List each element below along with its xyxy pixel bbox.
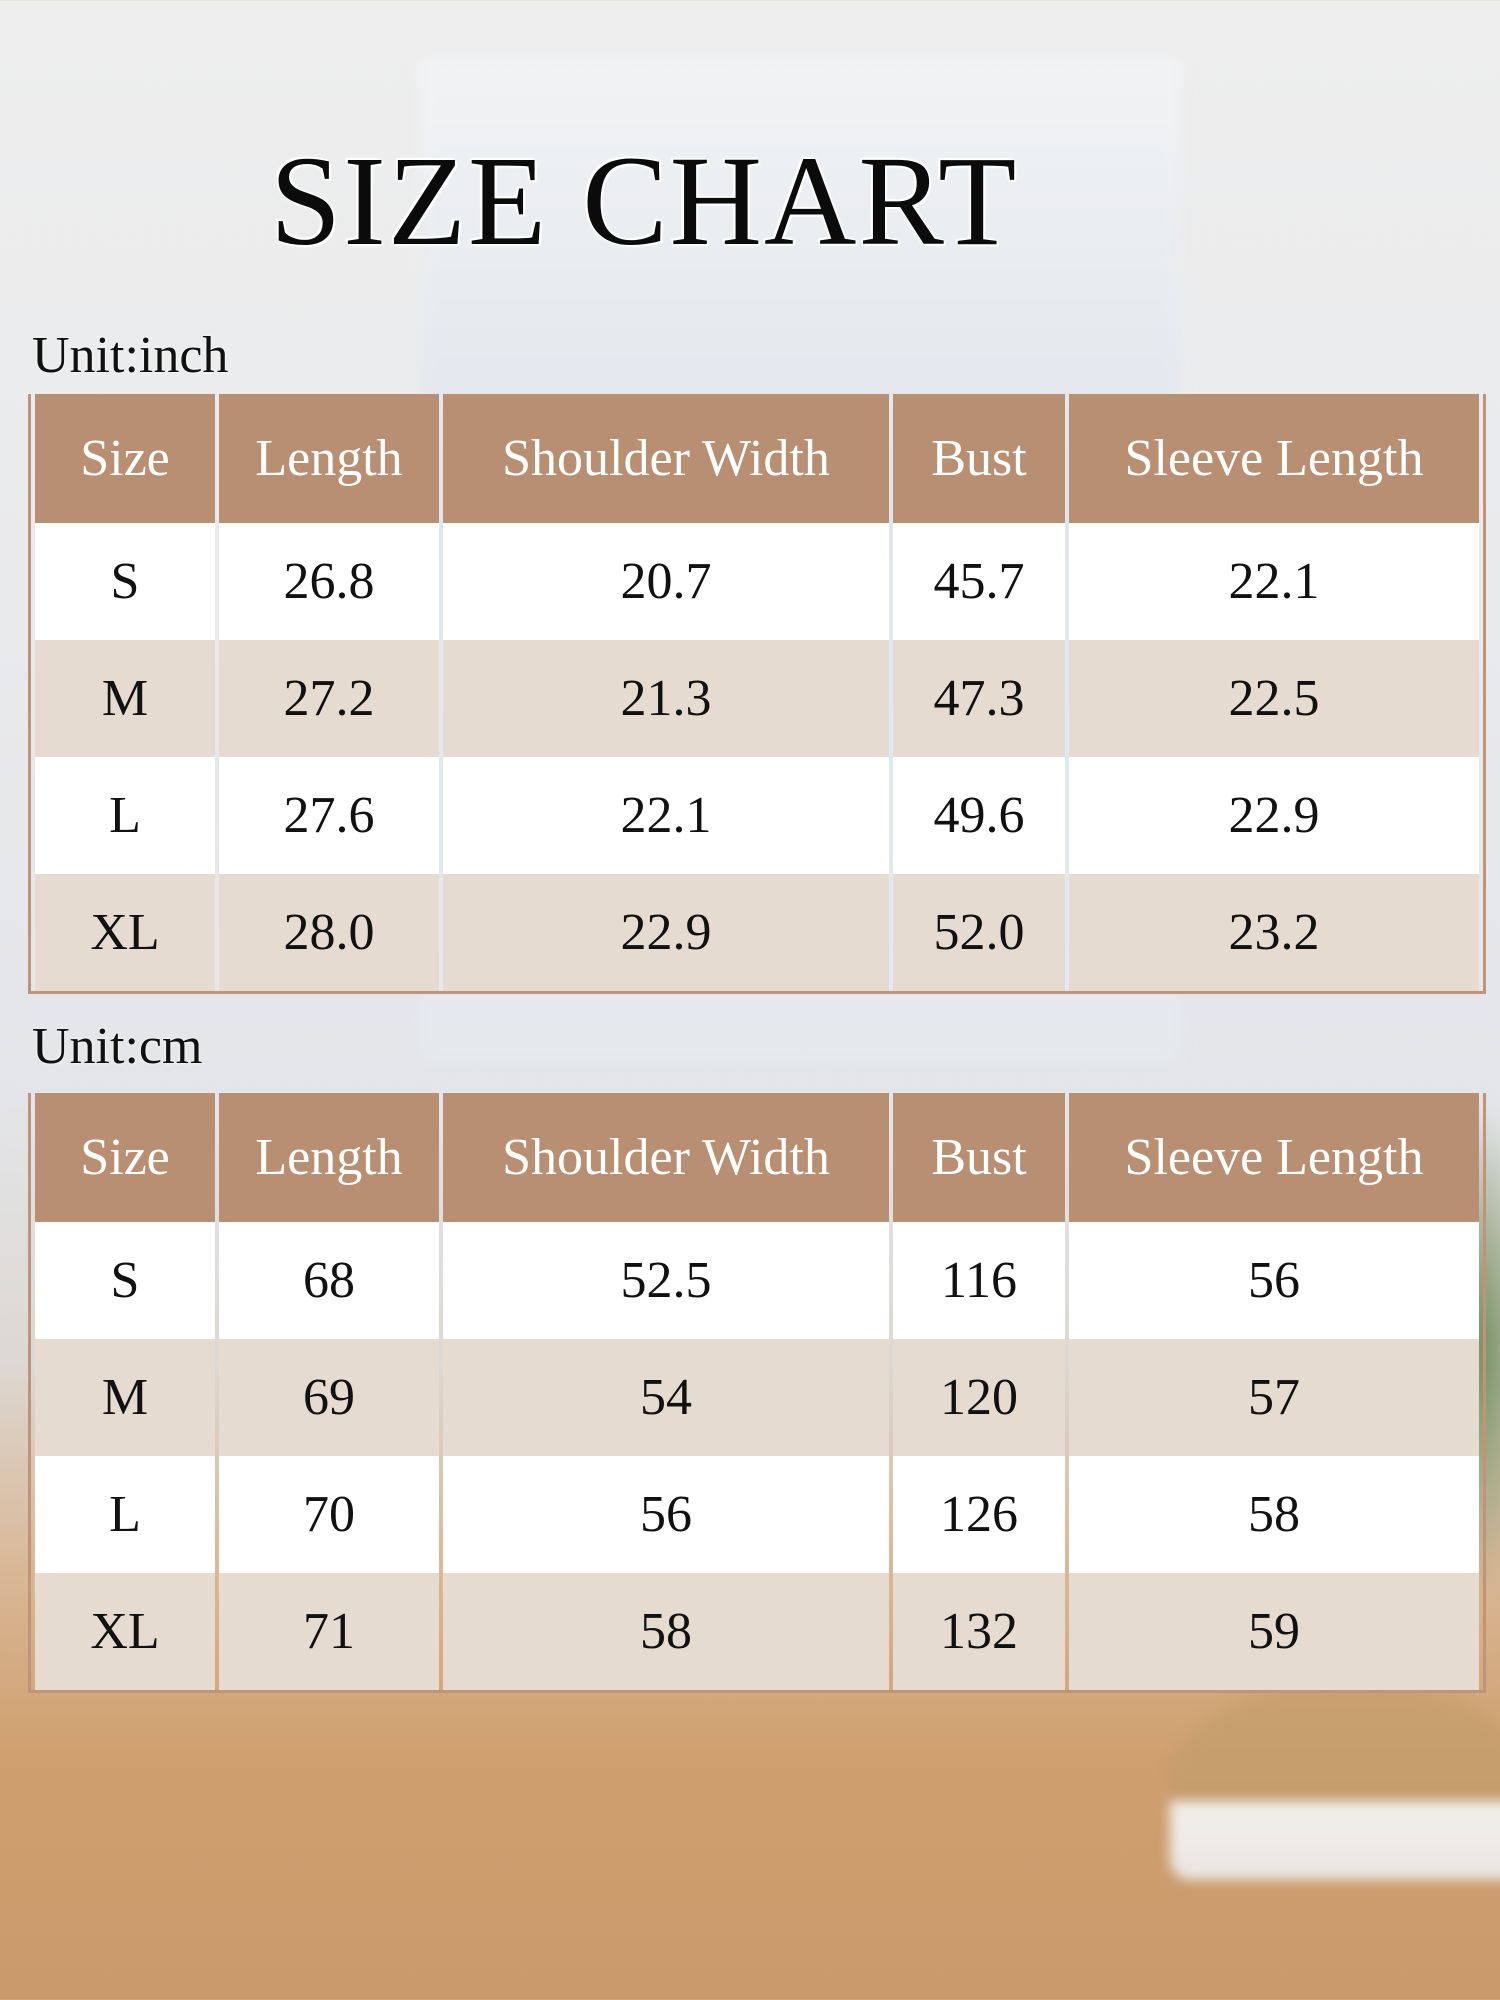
column-header-shoulder-width: Shoulder Width (443, 394, 889, 523)
table-row: M 27.2 21.3 47.3 22.5 (35, 640, 1479, 757)
table-cell: XL (35, 874, 215, 991)
column-header-size: Size (35, 1093, 215, 1222)
table-cell: 58 (1069, 1456, 1479, 1573)
table-cell: 58 (443, 1573, 889, 1690)
table-cell: 23.2 (1069, 874, 1479, 991)
column-header-length: Length (219, 394, 439, 523)
column-header-length: Length (219, 1093, 439, 1222)
table-cell: 52.5 (443, 1222, 889, 1339)
table-cell: L (35, 757, 215, 874)
header-row: Size Length Shoulder Width Bust Sleeve L… (35, 394, 1479, 523)
table-cell: 71 (219, 1573, 439, 1690)
table-cell: 59 (1069, 1573, 1479, 1690)
table-cell: S (35, 523, 215, 640)
table-cell: 132 (893, 1573, 1065, 1690)
table-cell: 116 (893, 1222, 1065, 1339)
table-cell: M (35, 1339, 215, 1456)
table-cell: 22.1 (1069, 523, 1479, 640)
unit-label-cm: Unit:cm (32, 1018, 203, 1075)
column-header-size: Size (35, 394, 215, 523)
column-header-shoulder-width: Shoulder Width (443, 1093, 889, 1222)
table-cell: 56 (443, 1456, 889, 1573)
column-header-sleeve-length: Sleeve Length (1069, 394, 1479, 523)
size-table-cm: Size Length Shoulder Width Bust Sleeve L… (28, 1093, 1486, 1693)
table-cell: 26.8 (219, 523, 439, 640)
header-row: Size Length Shoulder Width Bust Sleeve L… (35, 1093, 1479, 1222)
table-cell: 68 (219, 1222, 439, 1339)
table-cell: 45.7 (893, 523, 1065, 640)
table-cell: 27.6 (219, 757, 439, 874)
unit-label-inch: Unit:inch (32, 327, 229, 384)
table-cell: S (35, 1222, 215, 1339)
table-cell: M (35, 640, 215, 757)
table-row: XL 28.0 22.9 52.0 23.2 (35, 874, 1479, 991)
table-row: XL 71 58 132 59 (35, 1573, 1479, 1690)
background-basket (1170, 1680, 1500, 1880)
table-row: S 26.8 20.7 45.7 22.1 (35, 523, 1479, 640)
table-cell: 27.2 (219, 640, 439, 757)
table-cell: 70 (219, 1456, 439, 1573)
table-row: L 27.6 22.1 49.6 22.9 (35, 757, 1479, 874)
table-cell: 28.0 (219, 874, 439, 991)
column-header-bust: Bust (893, 1093, 1065, 1222)
size-table-inch: Size Length Shoulder Width Bust Sleeve L… (28, 394, 1486, 994)
table-cell: 22.5 (1069, 640, 1479, 757)
table-cell: 22.9 (443, 874, 889, 991)
table-cell: 52.0 (893, 874, 1065, 991)
page-title: SIZE CHART (270, 130, 1019, 272)
table-cell: 57 (1069, 1339, 1479, 1456)
table-cell: 54 (443, 1339, 889, 1456)
column-header-sleeve-length: Sleeve Length (1069, 1093, 1479, 1222)
table-cell: 47.3 (893, 640, 1065, 757)
table-cell: 20.7 (443, 523, 889, 640)
table-row: M 69 54 120 57 (35, 1339, 1479, 1456)
table-cell: 21.3 (443, 640, 889, 757)
table-cell: 120 (893, 1339, 1065, 1456)
column-header-bust: Bust (893, 394, 1065, 523)
table-cell: 22.9 (1069, 757, 1479, 874)
table-cell: 126 (893, 1456, 1065, 1573)
table-row: S 68 52.5 116 56 (35, 1222, 1479, 1339)
table-cell: L (35, 1456, 215, 1573)
table-row: L 70 56 126 58 (35, 1456, 1479, 1573)
table-cell: 49.6 (893, 757, 1065, 874)
table-cell: 69 (219, 1339, 439, 1456)
table-cell: XL (35, 1573, 215, 1690)
table-cell: 56 (1069, 1222, 1479, 1339)
table-cell: 22.1 (443, 757, 889, 874)
